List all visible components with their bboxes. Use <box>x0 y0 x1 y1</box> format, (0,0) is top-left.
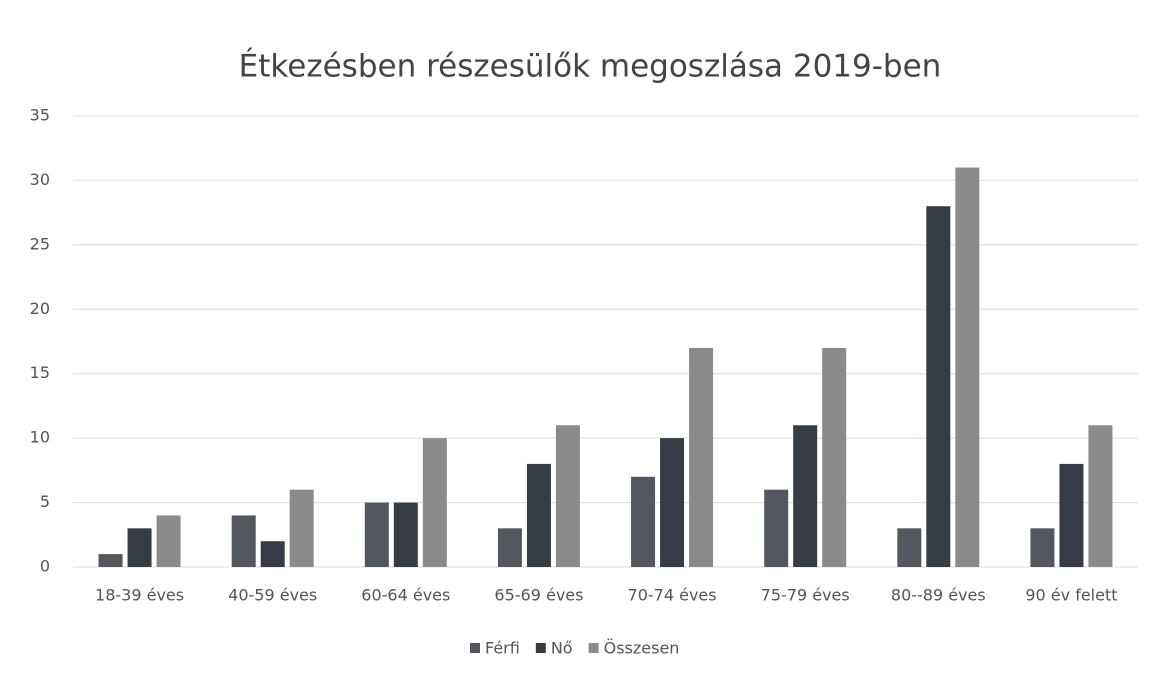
bar <box>1059 463 1084 567</box>
bar <box>764 489 789 567</box>
chart-title: Étkezésben részesülők megoszlása 2019-be… <box>239 49 942 85</box>
legend-swatch <box>535 643 546 653</box>
x-tick-label: 75-79 éves <box>761 586 850 605</box>
bar <box>822 347 847 567</box>
bar <box>555 425 580 567</box>
legend-label: Összesen <box>604 639 680 658</box>
bar <box>289 489 314 567</box>
bar <box>660 438 685 567</box>
bar <box>497 528 522 567</box>
bar <box>1030 528 1055 567</box>
y-tick-label: 30 <box>30 170 50 189</box>
y-tick-label: 10 <box>30 428 50 447</box>
bar <box>231 515 256 567</box>
bar <box>364 502 389 567</box>
bar <box>127 528 152 567</box>
bar <box>260 541 285 567</box>
bar <box>631 476 656 567</box>
x-tick-label: 65-69 éves <box>494 586 583 605</box>
legend-swatch <box>470 643 480 653</box>
bar <box>526 463 551 567</box>
y-tick-label: 0 <box>40 557 50 576</box>
x-tick-label: 40-59 éves <box>228 586 317 605</box>
bar <box>422 438 447 567</box>
x-tick-label: 80--89 éves <box>891 586 986 605</box>
bar <box>926 206 951 567</box>
y-tick-label: 15 <box>30 363 50 382</box>
bar <box>156 515 181 567</box>
legend-label: Férfi <box>485 639 520 658</box>
bar <box>955 167 980 568</box>
y-tick-label: 20 <box>30 299 50 318</box>
bar <box>689 347 714 567</box>
x-tick-label: 18-39 éves <box>95 586 184 605</box>
y-tick-label: 35 <box>30 106 50 125</box>
y-tick-label: 5 <box>40 492 50 511</box>
x-tick-label: 90 év felett <box>1025 586 1117 605</box>
legend-swatch <box>588 643 599 653</box>
bar <box>793 425 818 567</box>
bar <box>1088 425 1113 567</box>
x-tick-label: 60-64 éves <box>361 586 450 605</box>
legend-label: Nő <box>551 639 573 658</box>
y-tick-label: 25 <box>30 234 50 253</box>
bar <box>897 528 922 567</box>
bar <box>98 554 123 567</box>
bar <box>393 502 418 567</box>
x-tick-label: 70-74 éves <box>628 586 717 605</box>
